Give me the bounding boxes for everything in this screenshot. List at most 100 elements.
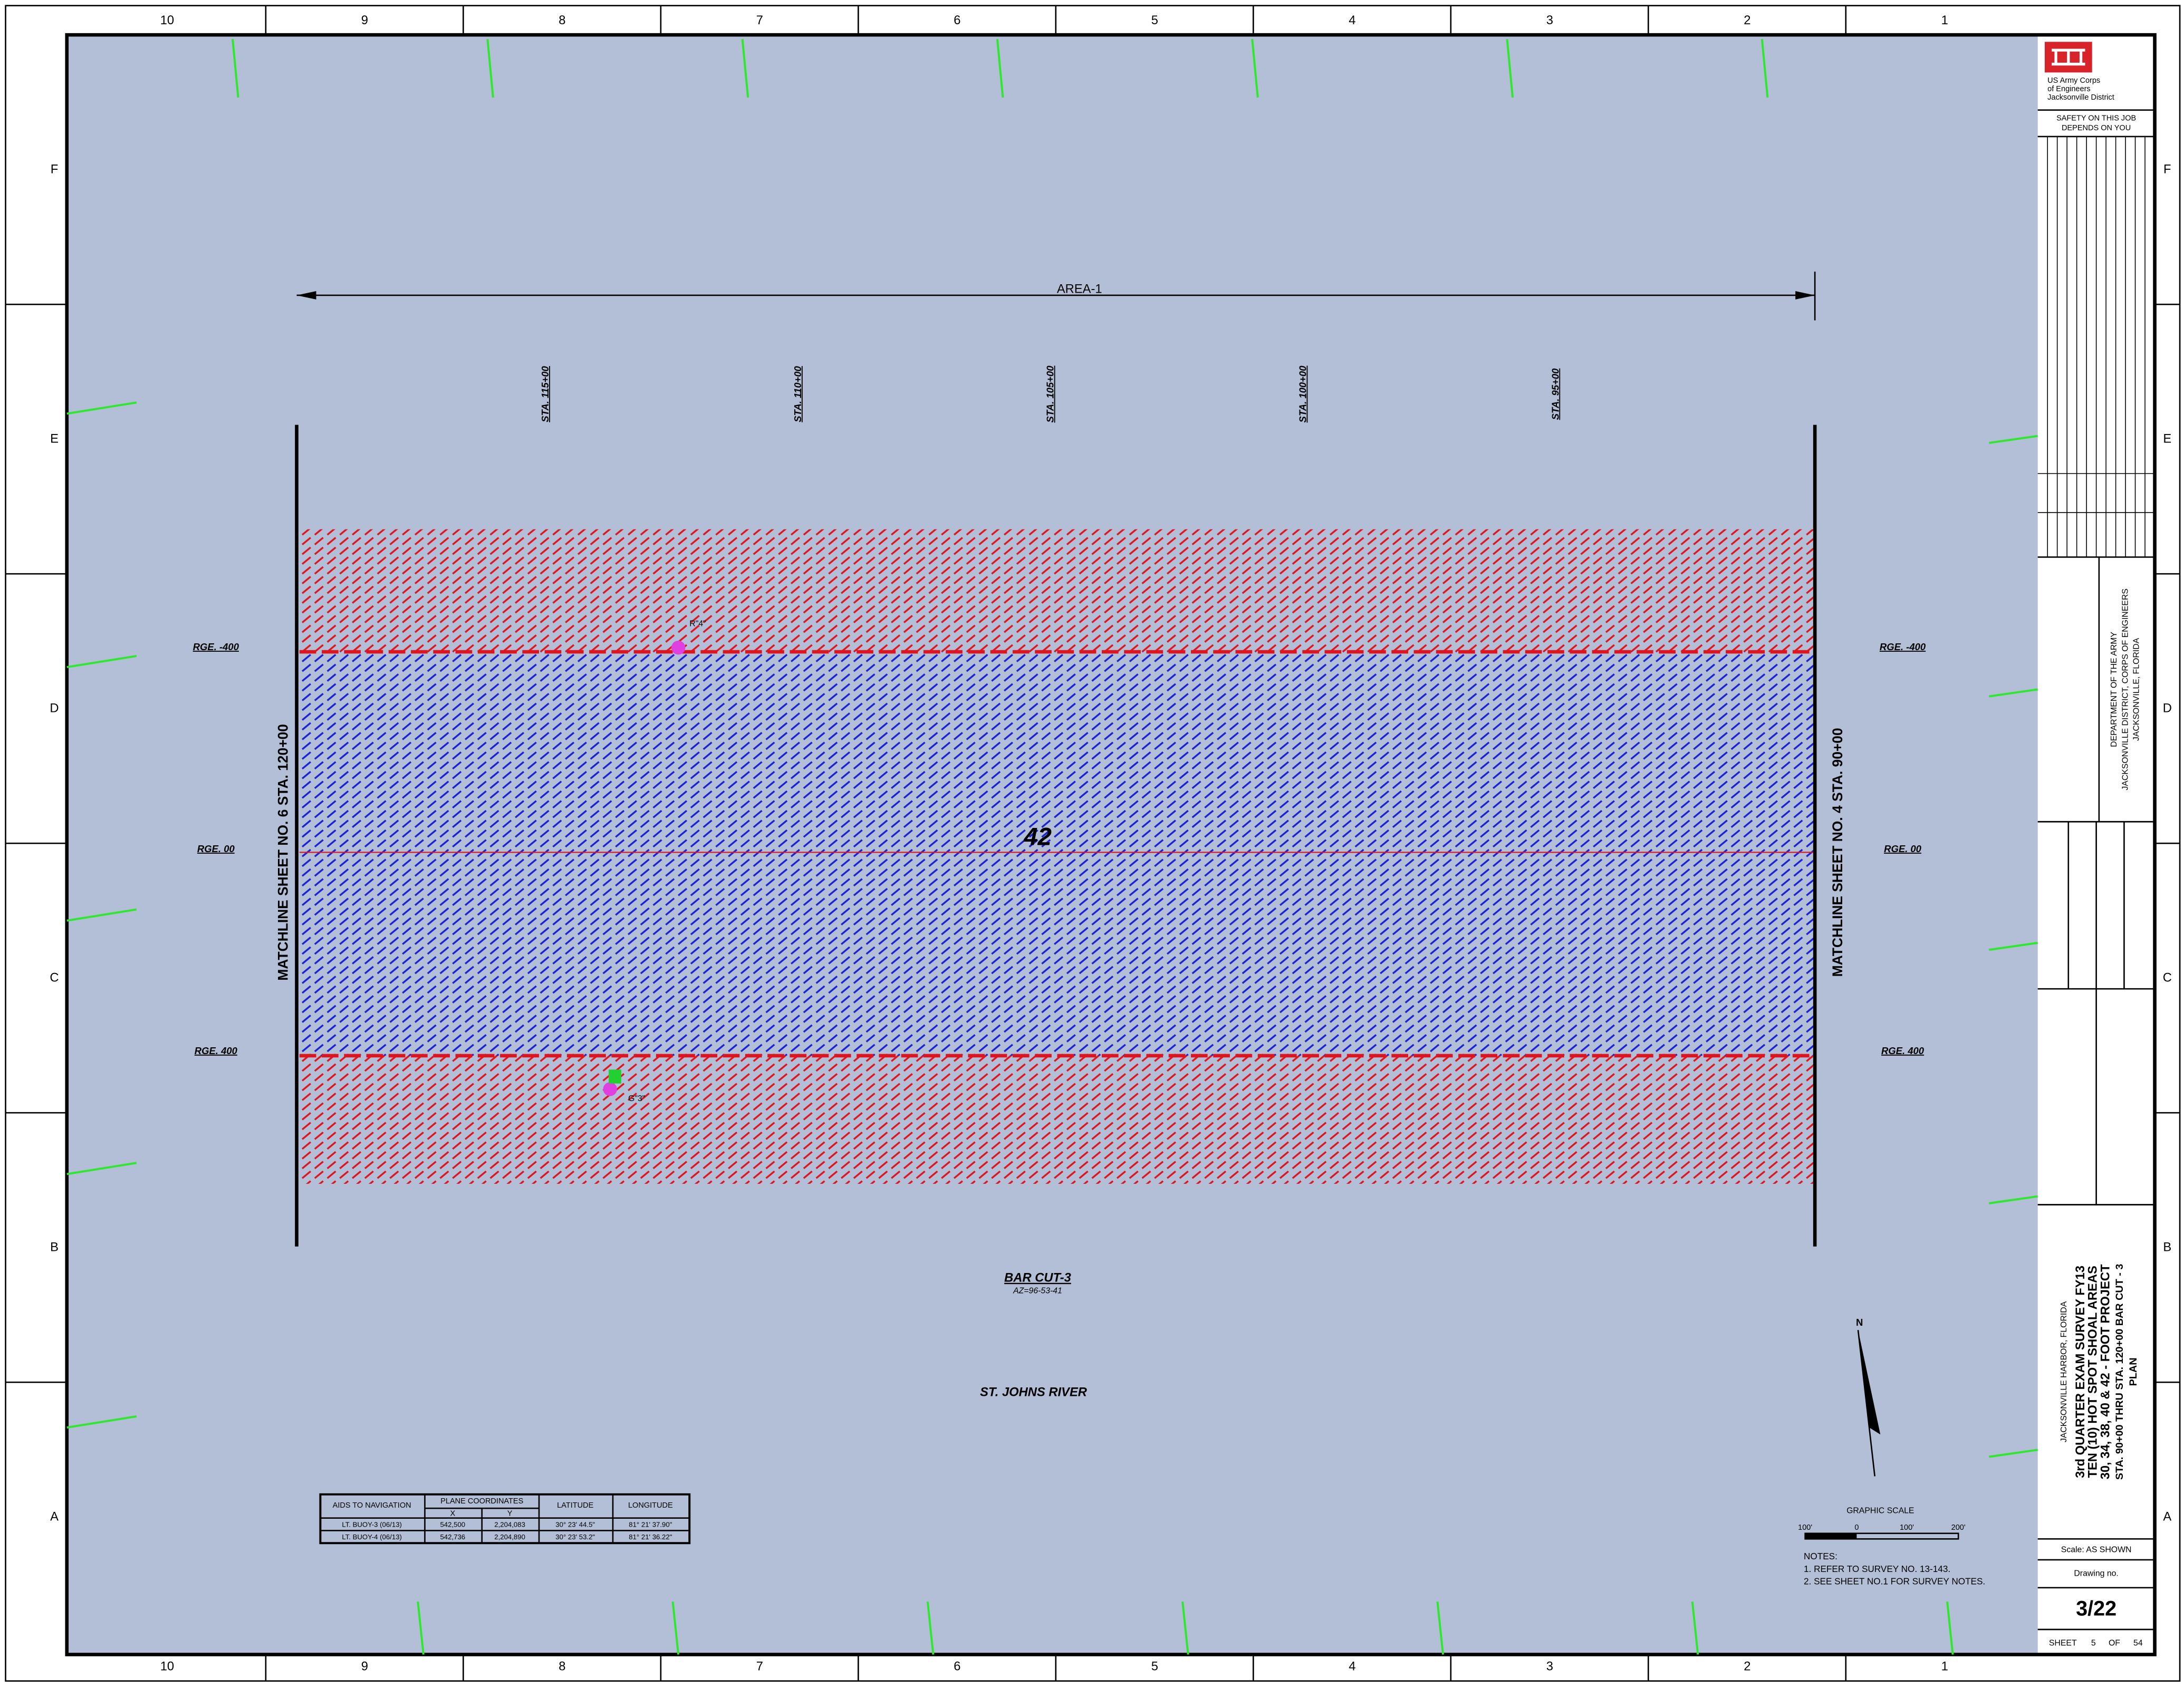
- row-label: D: [2163, 701, 2172, 716]
- scale-tick: 0: [1854, 1523, 1859, 1532]
- department: JACKSONVILLE DISTRICT, CORPS OF ENGINEER…: [2121, 589, 2130, 790]
- station-label: STA. 105+00: [1045, 365, 1056, 423]
- table-subheader: Y: [507, 1510, 513, 1518]
- grid-tick: [66, 908, 137, 922]
- ranges: RGE. -400 RGE. -400 RGE. 00 RGE. 00 RGE. 400…: [193, 641, 1926, 1056]
- grid-tick: [66, 1162, 137, 1175]
- project-title: TEN (10) HOT SPOT SHOAL AREAS: [2086, 1266, 2100, 1478]
- grid-tick: [1760, 38, 1769, 98]
- grid-tick: [1946, 1601, 1954, 1655]
- matchline-label: MATCHLINE SHEET NO. 4 STA. 90+00: [1830, 728, 1845, 977]
- grid-tick: [741, 38, 749, 98]
- column-label: 8: [559, 13, 565, 27]
- grid-tick: [926, 1601, 935, 1655]
- sounding-shallow: [299, 1055, 1815, 1184]
- river-label: ST. JOHNS RIVER: [980, 1385, 1087, 1399]
- scale-tick: 100': [1900, 1523, 1914, 1532]
- range-label: RGE. 00: [1884, 843, 1922, 854]
- grid-tick: [1691, 1601, 1699, 1655]
- buoy-green: [603, 1082, 617, 1096]
- column-label: 5: [1151, 13, 1158, 27]
- table-cell: 2,204,890: [494, 1533, 525, 1541]
- column-label: 4: [1349, 13, 1355, 27]
- grid-tick: [996, 38, 1004, 98]
- table-cell: 81° 21' 36.22": [629, 1533, 672, 1541]
- table-cell: 30° 23' 53.2": [555, 1533, 595, 1541]
- buoy-red: [671, 640, 686, 655]
- inner-frame: [65, 33, 2157, 1656]
- row-label: E: [2163, 432, 2171, 446]
- nav-table: AIDS TO NAVIGATION PLANE COORDINATES LATIT…: [319, 1493, 691, 1545]
- column-label: 9: [361, 1660, 368, 1674]
- row-label: F: [2163, 162, 2171, 177]
- note: NOTES:: [1804, 1551, 1837, 1561]
- column-label: 10: [160, 1660, 174, 1674]
- note: 2. SEE SHEET NO.1 FOR SURVEY NOTES.: [1804, 1576, 1985, 1587]
- column-label: 6: [954, 13, 960, 27]
- column-label: 5: [1151, 1660, 1158, 1674]
- agency: of Engineers: [2047, 85, 2091, 93]
- sounding-deep: [299, 652, 1815, 1056]
- row-label: F: [51, 162, 59, 177]
- table-cell: 542,500: [440, 1520, 465, 1528]
- safety: DEPENDS ON YOU: [2062, 124, 2131, 132]
- sheet: 5: [2091, 1639, 2096, 1648]
- revision-grid: [2037, 136, 2155, 557]
- column-label: 9: [361, 13, 368, 27]
- table-header: LATITUDE: [557, 1501, 593, 1510]
- grid-tick: [1988, 435, 2038, 444]
- table-cell: LT. BUOY-4 (06/13): [342, 1533, 402, 1541]
- notes: NOTES: 1. REFER TO SURVEY NO. 13-143. 2. S…: [1804, 1551, 1985, 1587]
- station-label: STA. 95+00: [1550, 368, 1561, 420]
- drawing-no: 3/22: [2076, 1597, 2116, 1620]
- buoy-label: G"3": [628, 1094, 645, 1103]
- area-label: AREA-1: [1057, 282, 1102, 296]
- scale-title: GRAPHIC SCALE: [1846, 1507, 1914, 1516]
- project-title: PLAN: [2128, 1357, 2139, 1386]
- grid-tick: [66, 1415, 137, 1429]
- table-cell: 2,204,083: [494, 1520, 525, 1528]
- column-label: 8: [559, 1660, 565, 1674]
- department: JACKSONVILLE, FLORIDA: [2132, 638, 2141, 741]
- column-label: 7: [756, 1660, 763, 1674]
- grid-tick: [1988, 942, 2038, 951]
- station-label: STA. 100+00: [1297, 365, 1309, 423]
- column-label: 6: [954, 1660, 960, 1674]
- table-cell: 81° 21' 37.90": [629, 1520, 672, 1528]
- column-label: 1: [1941, 13, 1948, 27]
- range-label: RGE. 400: [1881, 1045, 1925, 1056]
- grid-tick: [1988, 1449, 2038, 1458]
- row-label: A: [2163, 1510, 2171, 1524]
- scale-tick: 200': [1951, 1523, 1966, 1532]
- azimuth: AZ=96-53-41: [1013, 1286, 1062, 1295]
- grid-tick: [1988, 688, 2038, 698]
- row-label: B: [50, 1240, 59, 1255]
- table-cell: LT. BUOY-3 (06/13): [342, 1520, 402, 1528]
- table-cell: 30° 23' 44.5": [555, 1520, 595, 1528]
- table-header: PLANE COORDINATES: [440, 1497, 523, 1506]
- range-label: RGE. 00: [197, 843, 235, 854]
- project-title: 30, 34, 38, 40 & 42 - FOOT PROJECT: [2098, 1264, 2112, 1479]
- dividers: [2037, 822, 2155, 1631]
- row-label: E: [50, 432, 59, 446]
- agency: US Army Corps: [2047, 76, 2100, 85]
- grid-tick: [1181, 1601, 1189, 1655]
- column-label: 10: [160, 13, 174, 27]
- sheet: SHEET: [2049, 1639, 2077, 1648]
- north-label: N: [1856, 1317, 1863, 1328]
- grid-tick: [417, 1601, 425, 1655]
- buoy-label: R"4": [689, 619, 706, 628]
- safety: SAFETY ON THIS JOB: [2056, 114, 2136, 122]
- project-title: JACKSONVILLE HARBOR, FLORIDA: [2060, 1301, 2068, 1442]
- buoy-green-icon: [609, 1069, 621, 1084]
- sheet: OF: [2109, 1639, 2120, 1648]
- column-label: 3: [1546, 1660, 1553, 1674]
- table-header: AIDS TO NAVIGATION: [333, 1501, 411, 1510]
- row-label: C: [50, 971, 59, 985]
- row-label: C: [2163, 971, 2172, 985]
- column-label: 1: [1941, 1660, 1948, 1674]
